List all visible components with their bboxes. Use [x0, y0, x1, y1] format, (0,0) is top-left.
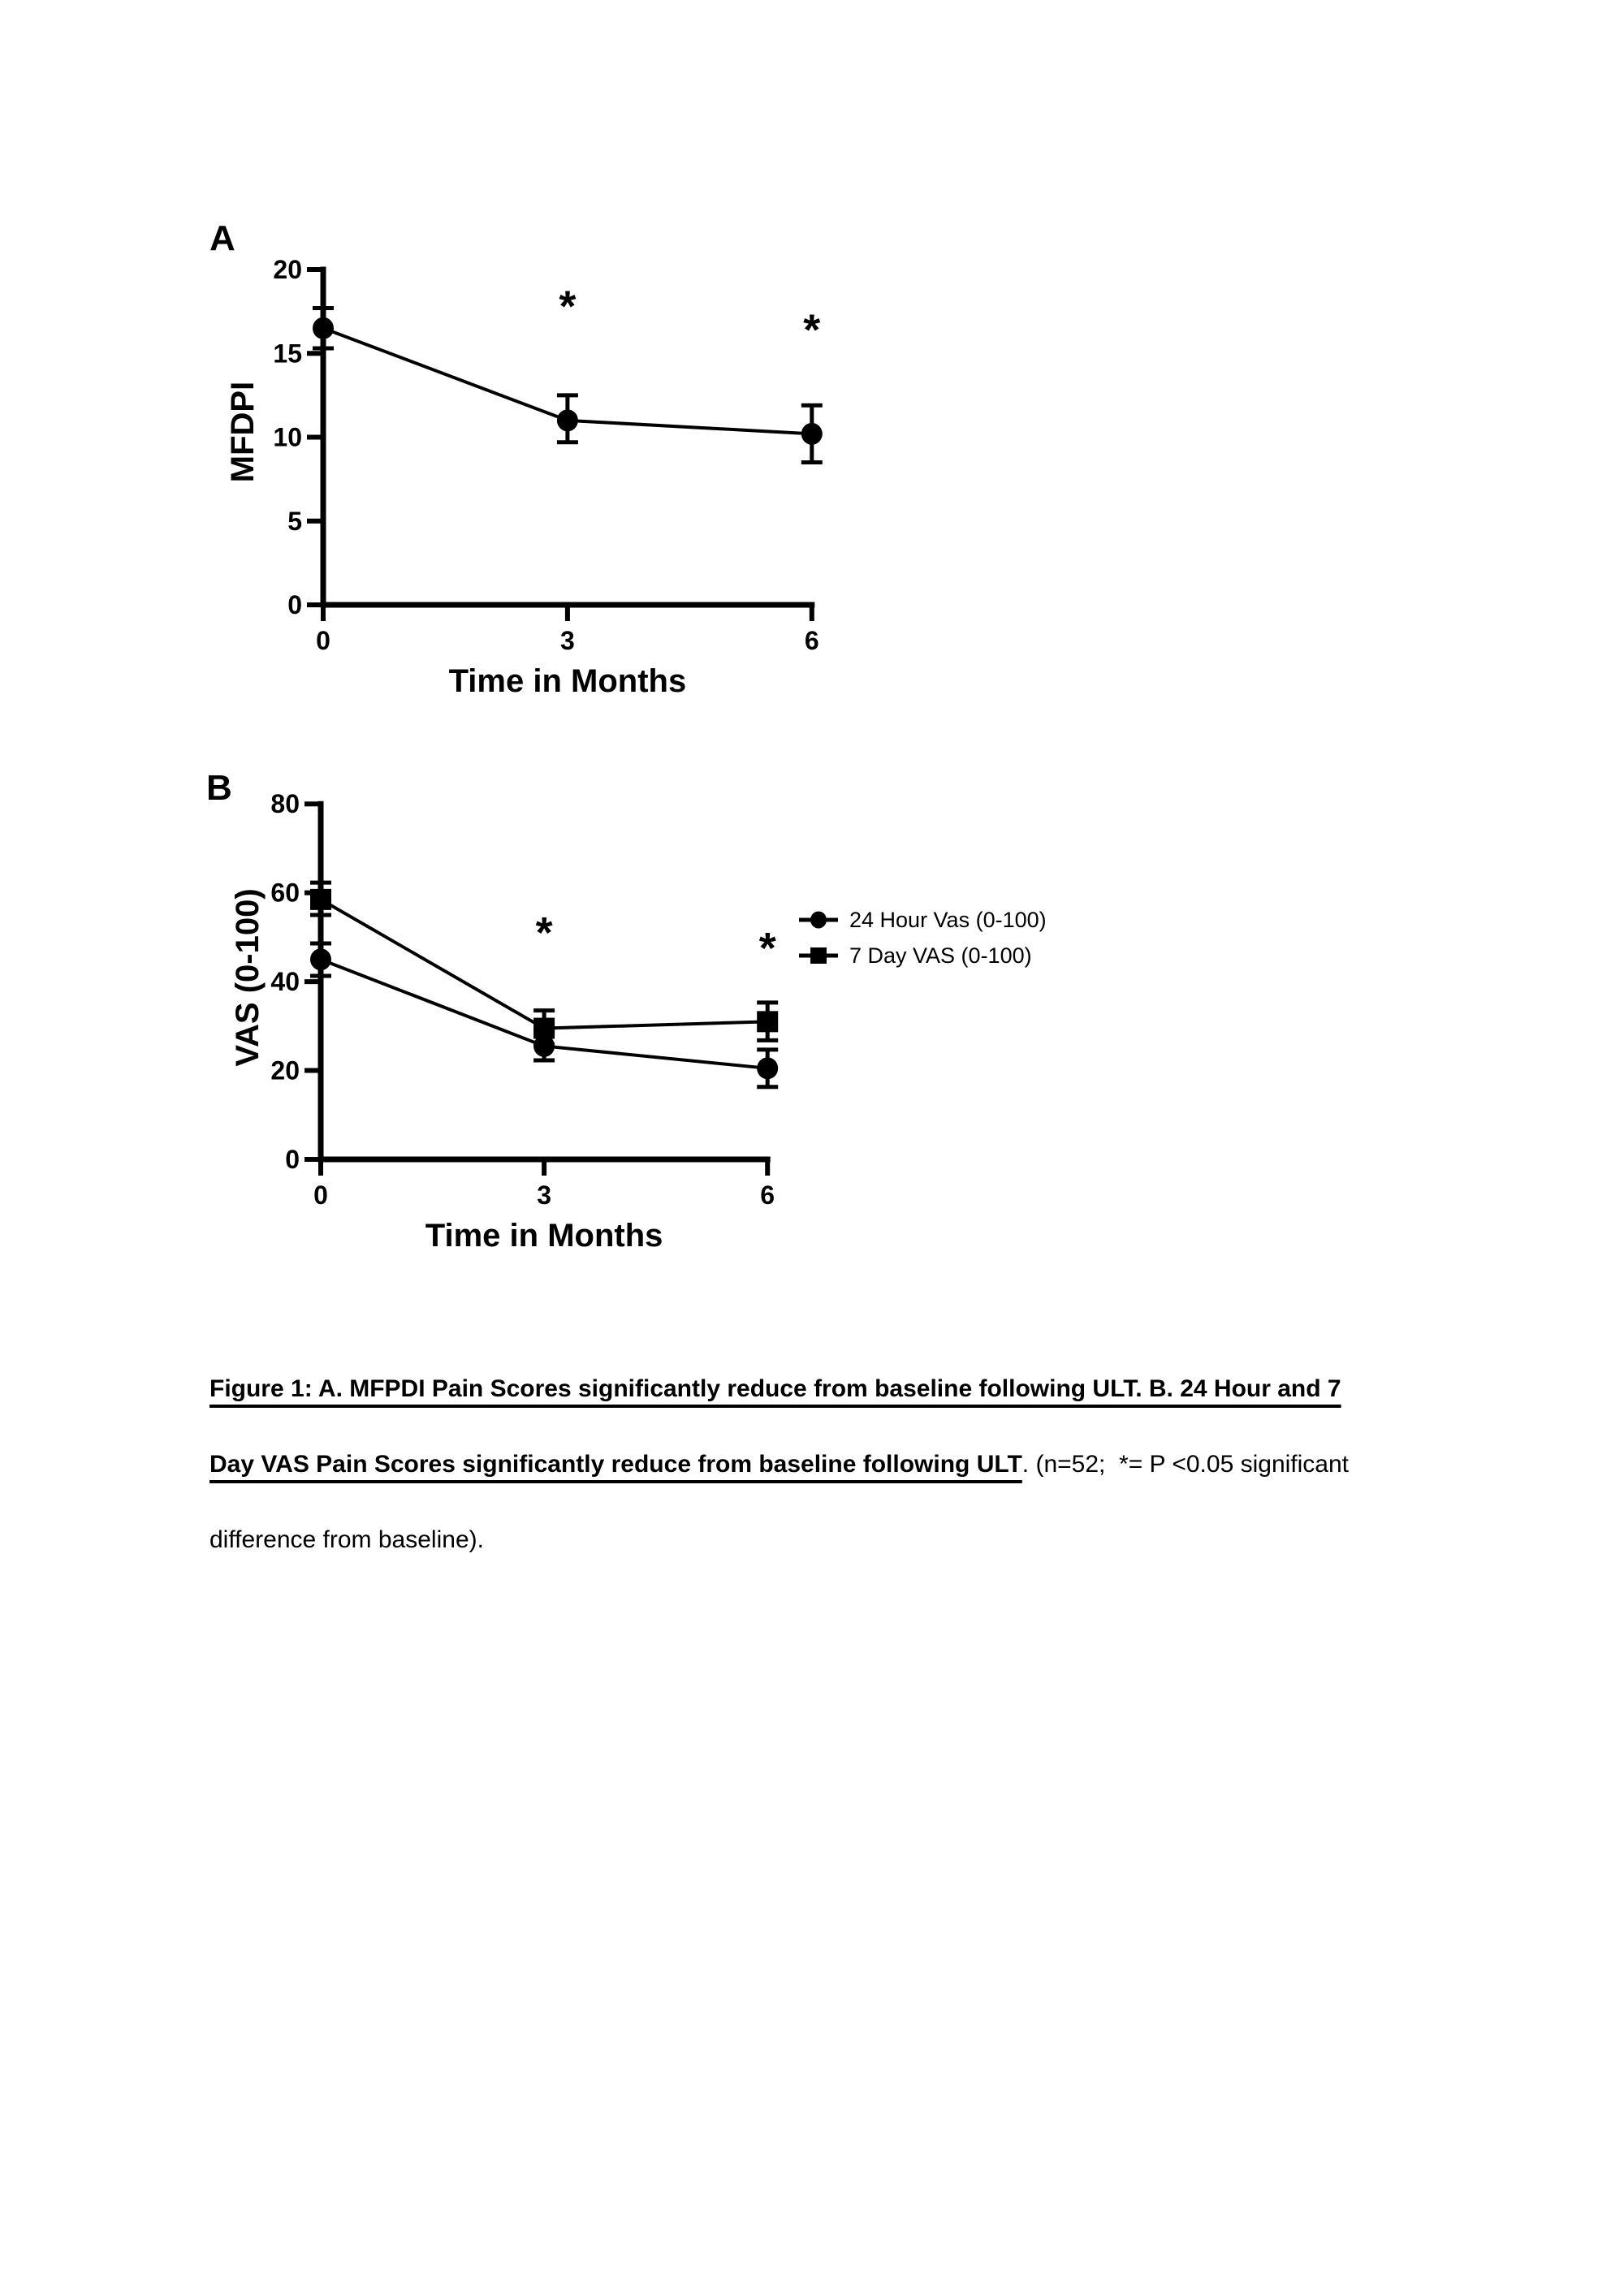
- data-point-circle: [310, 948, 331, 971]
- data-point-square: [533, 1017, 555, 1039]
- y-tick-label: 5: [287, 507, 302, 536]
- x-tick-label: 3: [537, 1180, 551, 1210]
- legend-label: 24 Hour Vas (0-100): [849, 908, 1047, 932]
- data-point-circle: [801, 422, 823, 445]
- significance-asterisk: *: [559, 282, 576, 330]
- legend-label: 7 Day VAS (0-100): [849, 943, 1032, 968]
- data-point-circle: [556, 409, 578, 432]
- panel-A: A 0 5 10 15 20 0 3 6 Time in Months MFDPI * *: [209, 218, 823, 699]
- panel-B: B 0 20 40 60 80 0 3 6 Time in Months VAS (0-100) * *…: [206, 768, 1047, 1254]
- significance-asterisk: *: [759, 924, 776, 973]
- data-point-circle: [757, 1057, 779, 1080]
- x-tick-label: 0: [313, 1180, 328, 1210]
- y-tick-label: 80: [270, 789, 300, 818]
- x-axis-title: Time in Months: [425, 1218, 663, 1254]
- figure-caption: Figure 1: A. MFPDI Pain Scores significa…: [209, 1351, 1509, 1577]
- data-point-circle: [313, 317, 334, 339]
- legend: 24 Hour Vas (0-100) 7 Day VAS (0-100): [799, 908, 1047, 968]
- x-axis-title: Time in Months: [449, 663, 687, 699]
- y-tick-label: 40: [270, 967, 300, 996]
- caption-line-3: difference from baseline).: [209, 1502, 1509, 1577]
- y-tick-label: 10: [273, 423, 302, 452]
- y-tick-label: 0: [285, 1145, 300, 1174]
- panel-letter-B: B: [206, 768, 232, 808]
- data-point-square: [310, 888, 331, 910]
- x-tick-label: 6: [760, 1180, 775, 1210]
- legend-marker-square: [810, 947, 827, 964]
- y-axis-title: VAS (0-100): [230, 888, 266, 1066]
- legend-marker-circle: [810, 911, 827, 929]
- significance-asterisk: *: [803, 305, 820, 354]
- significance-asterisk: *: [536, 908, 553, 957]
- panel-letter-A: A: [209, 218, 235, 258]
- legend-item: 24 Hour Vas (0-100): [799, 908, 1047, 932]
- x-tick-label: 0: [316, 626, 330, 655]
- caption-line-1: Figure 1: A. MFPDI Pain Scores significa…: [209, 1351, 1509, 1426]
- x-tick-label: 6: [805, 626, 819, 655]
- caption-line-2: Day VAS Pain Scores significantly reduce…: [209, 1426, 1509, 1502]
- caption-line2-regular-text: . (n=52; *= P <0.05 significant: [1021, 1451, 1349, 1478]
- y-tick-label: 0: [287, 590, 302, 619]
- legend-item: 7 Day VAS (0-100): [799, 943, 1032, 968]
- y-tick-label: 15: [273, 339, 302, 368]
- data-point-square: [757, 1011, 779, 1033]
- caption-line1-text: Figure 1: A. MFPDI Pain Scores significa…: [209, 1375, 1341, 1402]
- caption-line3-text: difference from baseline).: [209, 1526, 484, 1553]
- caption-line2-bold-text: Day VAS Pain Scores significantly reduce…: [209, 1451, 1022, 1478]
- y-tick-label: 60: [270, 878, 300, 908]
- y-tick-label: 20: [270, 1056, 300, 1085]
- y-axis-title: MFDPI: [225, 382, 261, 482]
- x-tick-label: 3: [560, 626, 575, 655]
- y-tick-label: 20: [273, 255, 302, 284]
